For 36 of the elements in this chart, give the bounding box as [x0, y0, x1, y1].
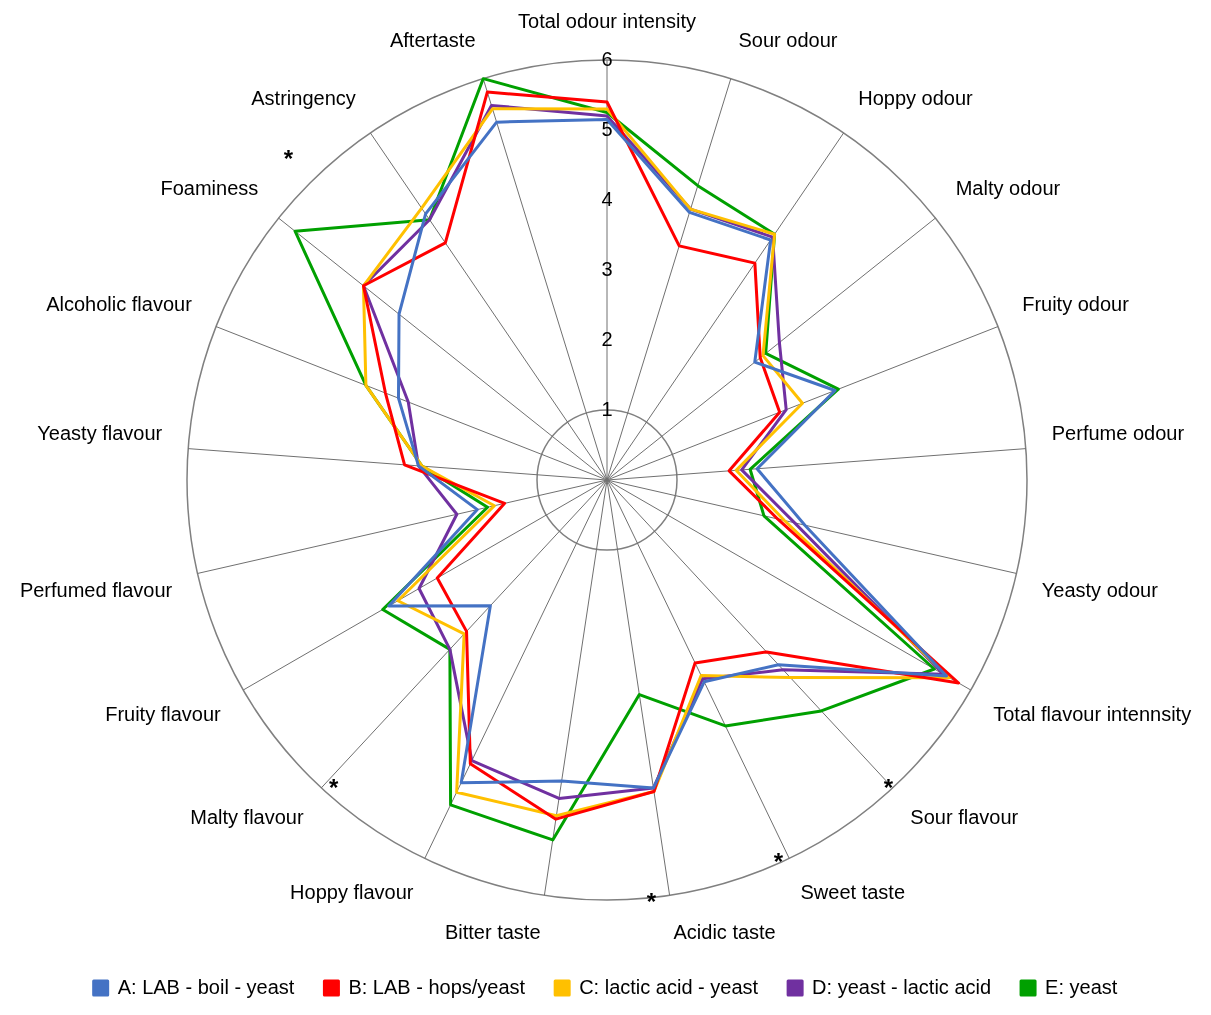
- spoke-label: Total flavour intennsity: [993, 702, 1192, 725]
- text: *: [283, 144, 293, 172]
- spoke-label: Perfumed flavour: [19, 578, 173, 601]
- text: *: [328, 773, 339, 801]
- legend-label: E: yeast: [1045, 975, 1118, 998]
- spoke-label: Bitter taste: [444, 920, 541, 943]
- spoke-label: Malty flavour: [190, 806, 304, 829]
- spoke-label: Fruity odour: [1022, 292, 1130, 315]
- y-tick-label: 1: [601, 397, 613, 420]
- text: *: [646, 887, 657, 915]
- spoke-label: Sour flavour: [910, 806, 1019, 829]
- y-tick-label: 6: [601, 47, 613, 70]
- y-tick-label: 3: [601, 257, 613, 280]
- spoke-label: Foaminess: [160, 177, 259, 200]
- spoke-label: Hoppy odour: [858, 87, 974, 110]
- y-tick-label: 4: [601, 187, 613, 210]
- legend-label: A: LAB - boil - yeast: [117, 975, 295, 998]
- spoke-label: Sour odour: [738, 29, 838, 52]
- spoke-label: Perfume odour: [1051, 422, 1185, 445]
- spoke-label: Alcoholic flavour: [46, 292, 193, 315]
- spoke-label: Yeasty odour: [1041, 578, 1159, 601]
- text: *: [773, 848, 784, 876]
- spoke-label: Acidic taste: [673, 920, 776, 943]
- y-tick-label: 2: [601, 327, 613, 350]
- legend-label: C: lactic acid - yeast: [579, 975, 759, 998]
- spoke-label: Sweet taste: [800, 881, 906, 904]
- legend-label: B: LAB - hops/yeast: [348, 975, 526, 998]
- spoke-label: Total odour intensity: [518, 9, 696, 32]
- spoke-label: Hoppy flavour: [290, 881, 414, 904]
- text: *: [883, 773, 894, 801]
- spoke-label: Astringency: [251, 87, 356, 110]
- spoke-label: Malty odour: [955, 177, 1061, 200]
- spoke-label: Aftertaste: [389, 29, 476, 52]
- spoke-label: Yeasty flavour: [37, 422, 163, 445]
- legend-label: D: yeast - lactic acid: [812, 975, 992, 998]
- spoke-label: Fruity flavour: [105, 702, 222, 725]
